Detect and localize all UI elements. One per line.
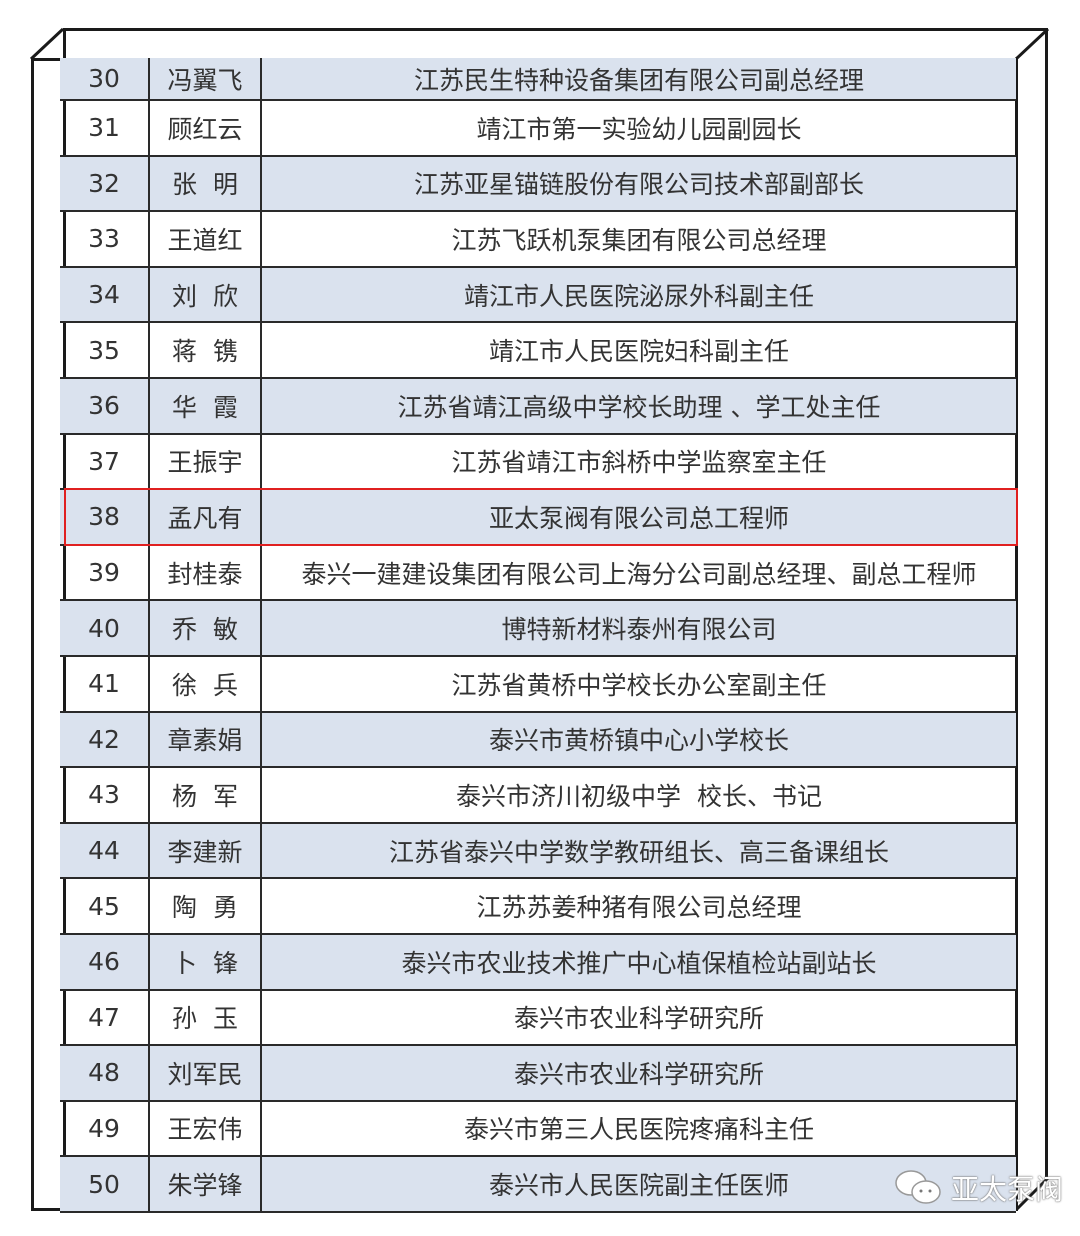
person-name: 张 明 bbox=[150, 156, 262, 211]
table-row: 44 李建新 江苏省泰兴中学数学教研组长、高三备课组长 bbox=[60, 823, 1016, 880]
row-number: 44 bbox=[60, 823, 150, 878]
affiliation: 江苏亚星锚链股份有限公司技术部副部长 bbox=[413, 170, 864, 200]
row-number: 33 bbox=[60, 212, 150, 266]
person-name: 华 霞 bbox=[150, 378, 262, 433]
member-table: 30 冯翼飞 江苏民生特种设备集团有限公司副总经理 31 顾红云 靖江市第一实验幼儿园副园… bbox=[60, 58, 1018, 1213]
row-number: 47 bbox=[60, 990, 150, 1045]
affiliation: 泰兴市第三人民医院疼痛科主任 bbox=[463, 1115, 814, 1145]
person-name: 蒋 镌 bbox=[150, 323, 262, 377]
affiliation: 泰兴一建建设集团有限公司上海分公司副总经理、副总工程师 bbox=[301, 559, 977, 589]
table-row: 50 朱学锋 泰兴市人民医院副主任医师 bbox=[60, 1157, 1016, 1213]
person-name: 王宏伟 bbox=[150, 1101, 262, 1156]
person-name: 刘 欣 bbox=[150, 267, 262, 322]
person-name: 卜 锋 bbox=[150, 934, 262, 989]
affiliation: 江苏省靖江市斜桥中学监察室主任 bbox=[451, 448, 827, 478]
table-row: 31 顾红云 靖江市第一实验幼儿园副园长 bbox=[60, 101, 1016, 157]
table-row: 34 刘 欣 靖江市人民医院泌尿外科副主任 bbox=[60, 267, 1016, 324]
person-name: 陶 勇 bbox=[150, 879, 262, 933]
person-name: 王道红 bbox=[150, 212, 262, 266]
affiliation: 江苏省黄桥中学校长办公室副主任 bbox=[451, 670, 827, 700]
box-edge-bottom-right bbox=[1014, 1176, 1050, 1212]
row-number: 30 bbox=[60, 58, 150, 99]
table-row-highlighted: 38 孟凡有 亚太泵阀有限公司总工程师 bbox=[60, 488, 1018, 546]
table-row: 40 乔 敏 博特新材料泰州有限公司 bbox=[60, 601, 1016, 657]
row-number: 43 bbox=[60, 768, 150, 822]
row-number: 46 bbox=[60, 934, 150, 989]
person-name: 刘军民 bbox=[150, 1046, 262, 1100]
person-name: 冯翼飞 bbox=[150, 58, 262, 99]
affiliation: 泰兴市农业技术推广中心植保植检站副站长 bbox=[401, 948, 877, 978]
person-name: 孙 玉 bbox=[150, 990, 262, 1045]
affiliation: 泰兴市人民医院副主任医师 bbox=[488, 1171, 789, 1201]
table-row: 45 陶 勇 江苏苏姜种猪有限公司总经理 bbox=[60, 879, 1016, 935]
row-number: 32 bbox=[60, 156, 150, 211]
row-number: 45 bbox=[60, 879, 150, 933]
watermark-text: 亚太泵阀 bbox=[951, 1173, 1064, 1206]
person-name: 朱学锋 bbox=[150, 1157, 262, 1211]
table-row: 48 刘军民 泰兴市农业科学研究所 bbox=[60, 1046, 1016, 1102]
person-name: 杨 军 bbox=[150, 768, 262, 822]
row-number: 37 bbox=[60, 434, 150, 489]
table-row: 36 华 霞 江苏省靖江高级中学校长助理 、学工处主任 bbox=[60, 378, 1016, 435]
row-number: 31 bbox=[60, 101, 150, 155]
affiliation: 泰兴市黄桥镇中心小学校长 bbox=[488, 726, 789, 756]
affiliation: 靖江市人民医院泌尿外科副主任 bbox=[463, 281, 814, 311]
table-row: 37 王振宇 江苏省靖江市斜桥中学监察室主任 bbox=[60, 434, 1016, 491]
box-edge-top-right bbox=[1014, 27, 1050, 61]
row-number: 38 bbox=[60, 490, 150, 544]
affiliation: 江苏省泰兴中学数学教研组长、高三备课组长 bbox=[388, 837, 889, 867]
row-number: 41 bbox=[60, 656, 150, 711]
affiliation: 江苏民生特种设备集团有限公司副总经理 bbox=[413, 65, 864, 95]
affiliation: 靖江市人民医院妇科副主任 bbox=[488, 337, 789, 367]
row-number: 42 bbox=[60, 712, 150, 767]
table-row: 42 章素娟 泰兴市黄桥镇中心小学校长 bbox=[60, 712, 1016, 769]
table-row: 47 孙 玉 泰兴市农业科学研究所 bbox=[60, 990, 1016, 1047]
watermark: 亚太泵阀 bbox=[893, 1168, 1063, 1208]
person-name: 封桂泰 bbox=[150, 545, 262, 600]
person-name: 顾红云 bbox=[150, 101, 262, 155]
person-name: 徐 兵 bbox=[150, 656, 262, 711]
row-number: 50 bbox=[60, 1157, 150, 1211]
table-row: 39 封桂泰 泰兴一建建设集团有限公司上海分公司副总经理、副总工程师 bbox=[60, 545, 1016, 602]
table-row: 30 冯翼飞 江苏民生特种设备集团有限公司副总经理 bbox=[60, 58, 1016, 101]
affiliation: 江苏省靖江高级中学校长助理 、学工处主任 bbox=[397, 392, 881, 422]
row-number: 39 bbox=[60, 545, 150, 600]
affiliation: 泰兴市农业科学研究所 bbox=[513, 1004, 764, 1034]
person-name: 章素娟 bbox=[150, 712, 262, 767]
person-name: 乔 敏 bbox=[150, 601, 262, 655]
affiliation: 泰兴市济川初级中学 校长、书记 bbox=[456, 781, 822, 811]
affiliation: 泰兴市农业科学研究所 bbox=[513, 1059, 764, 1089]
affiliation: 江苏苏姜种猪有限公司总经理 bbox=[476, 893, 802, 923]
box-edge-top-left bbox=[29, 27, 65, 61]
person-name: 李建新 bbox=[150, 823, 262, 878]
affiliation: 博特新材料泰州有限公司 bbox=[501, 615, 777, 645]
row-number: 36 bbox=[60, 378, 150, 433]
row-number: 49 bbox=[60, 1101, 150, 1156]
person-name: 孟凡有 bbox=[150, 490, 262, 544]
affiliation: 亚太泵阀有限公司总工程师 bbox=[488, 503, 789, 533]
table-row: 46 卜 锋 泰兴市农业技术推广中心植保植检站副站长 bbox=[60, 934, 1016, 991]
table-row: 49 王宏伟 泰兴市第三人民医院疼痛科主任 bbox=[60, 1101, 1016, 1158]
row-number: 35 bbox=[60, 323, 150, 377]
table-row: 35 蒋 镌 靖江市人民医院妇科副主任 bbox=[60, 323, 1016, 379]
affiliation: 江苏飞跃机泵集团有限公司总经理 bbox=[451, 225, 827, 255]
table-row: 33 王道红 江苏飞跃机泵集团有限公司总经理 bbox=[60, 212, 1016, 268]
affiliation: 靖江市第一实验幼儿园副园长 bbox=[476, 114, 802, 144]
row-number: 40 bbox=[60, 601, 150, 655]
wechat-icon bbox=[895, 1170, 941, 1204]
person-name: 王振宇 bbox=[150, 434, 262, 489]
table-row: 43 杨 军 泰兴市济川初级中学 校长、书记 bbox=[60, 768, 1016, 824]
row-number: 34 bbox=[60, 267, 150, 322]
table-row: 32 张 明 江苏亚星锚链股份有限公司技术部副部长 bbox=[60, 156, 1016, 213]
table-row: 41 徐 兵 江苏省黄桥中学校长办公室副主任 bbox=[60, 656, 1016, 713]
row-number: 48 bbox=[60, 1046, 150, 1100]
